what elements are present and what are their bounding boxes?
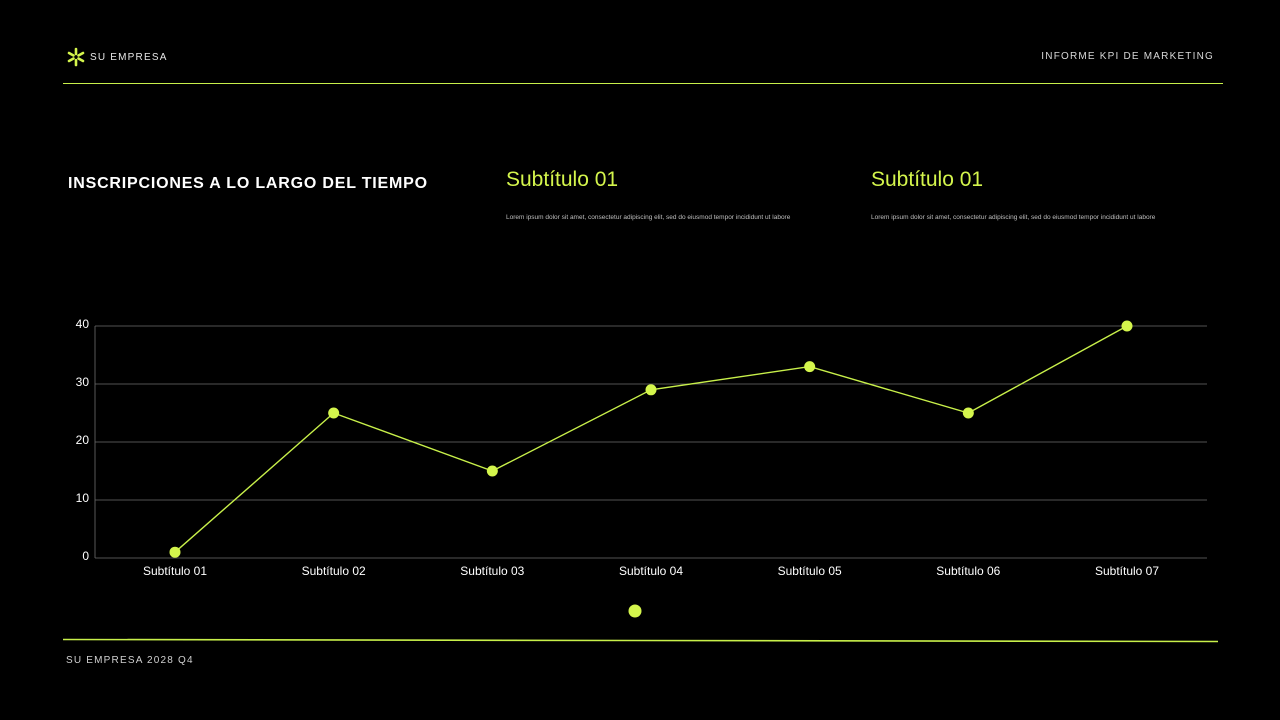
y-tick-label: 10 — [76, 491, 90, 505]
y-tick-label: 0 — [82, 549, 89, 563]
series-line — [174, 325, 1128, 553]
subtitle-body: Lorem ipsum dolor sit amet, consectetur … — [506, 214, 791, 221]
header-divider — [63, 83, 1223, 84]
data-point — [169, 546, 181, 558]
footer-text: SU EMPRESA 2028 Q4 — [66, 655, 194, 666]
subtitle-heading: Subtítulo 01 — [506, 168, 619, 191]
data-point — [962, 407, 974, 419]
x-tick-label: Subtítulo 01 — [143, 564, 207, 578]
y-tick-label: 40 — [76, 317, 90, 331]
subtitle-block-1: Subtítulo 01 Lorem ipsum dolor sit amet,… — [506, 166, 846, 221]
x-tick-label: Subtítulo 02 — [302, 564, 366, 578]
legend-swatch — [628, 604, 642, 618]
x-tick-label: Subtítulo 05 — [778, 564, 842, 578]
y-tick-label: 30 — [76, 375, 90, 389]
brand-name: SU EMPRESA — [90, 51, 168, 63]
data-point — [328, 407, 340, 419]
x-tick-label: Subtítulo 04 — [619, 564, 683, 578]
x-tick-label: Subtítulo 06 — [936, 564, 1000, 578]
data-point — [486, 465, 498, 477]
data-point — [645, 384, 657, 396]
y-tick-label: 20 — [76, 433, 90, 447]
brand: SU EMPRESA — [66, 47, 168, 67]
subtitle-block-2: Subtítulo 01 Lorem ipsum dolor sit amet,… — [871, 166, 1211, 221]
x-tick-label: Subtítulo 07 — [1095, 564, 1159, 578]
x-tick-label: Subtítulo 03 — [460, 564, 524, 578]
subtitle-body: Lorem ipsum dolor sit amet, consectetur … — [871, 214, 1156, 221]
asterisk-icon — [67, 47, 85, 67]
report-title: INFORME KPI DE MARKETING — [1041, 51, 1214, 62]
data-point — [804, 361, 816, 373]
data-point — [1121, 320, 1133, 332]
footer-divider — [62, 638, 1219, 643]
subtitle-heading: Subtítulo 01 — [871, 168, 984, 191]
chart-title: INSCRIPCIONES A LO LARGO DEL TIEMPO — [68, 175, 428, 192]
